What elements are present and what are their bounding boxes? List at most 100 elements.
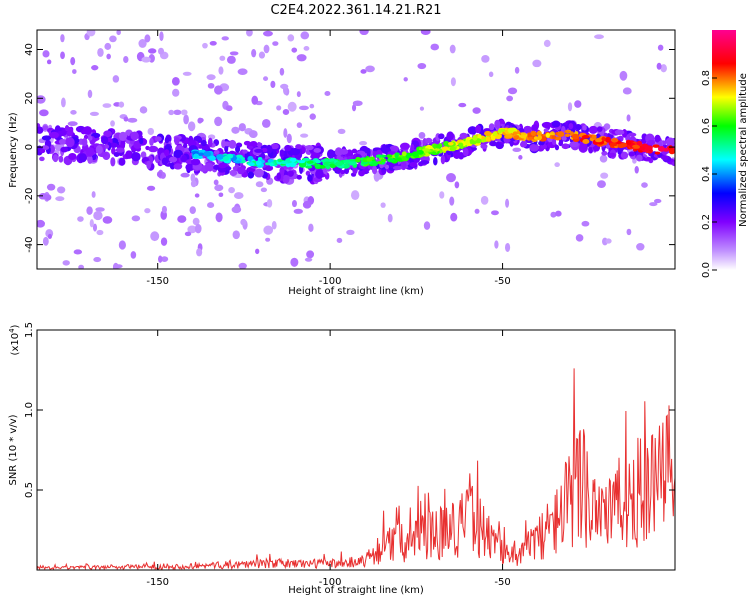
- spectrogram-speckle: [213, 179, 219, 186]
- spectrogram-core: [632, 144, 640, 149]
- spectrogram-speckle: [351, 104, 357, 112]
- spectrogram-core: [545, 132, 550, 138]
- spectrogram-core: [348, 161, 357, 166]
- spectrogram-speckle: [97, 48, 104, 57]
- spectrogram-cloud: [660, 154, 669, 161]
- spectrogram-cloud: [113, 151, 120, 157]
- spectrogram-cloud: [243, 140, 251, 146]
- spectrogram-speckle: [255, 248, 260, 255]
- spectrogram-y-tick-label: -40: [24, 236, 35, 252]
- spectrogram-speckle: [87, 89, 93, 99]
- spectrogram-cloud: [173, 163, 183, 170]
- spectrogram-speckle: [272, 41, 279, 46]
- spectrogram-speckle: [127, 117, 138, 123]
- spectrogram-speckle: [296, 54, 307, 62]
- spectrogram-speckle: [430, 43, 440, 51]
- spectrogram-cloud: [270, 143, 279, 150]
- spectrogram-speckle: [46, 59, 52, 65]
- spectrogram-speckle: [70, 57, 76, 66]
- spectrogram-x-tick-label: -50: [494, 276, 510, 287]
- spectrogram-speckle: [567, 102, 573, 112]
- spectrogram-cloud: [168, 156, 178, 163]
- spectrogram-cloud: [489, 141, 498, 147]
- spectrogram-cloud: [232, 166, 238, 171]
- spectrogram-speckle: [291, 199, 297, 208]
- spectrogram-cloud: [139, 137, 144, 145]
- spectrogram-speckle: [449, 196, 455, 206]
- spectrogram-core: [449, 146, 457, 152]
- spectrogram-speckle: [263, 30, 273, 37]
- spectrogram-cloud: [588, 125, 598, 134]
- spectrogram-speckle: [575, 234, 584, 242]
- spectrogram-speckle: [141, 56, 151, 63]
- spectrogram-cloud: [340, 170, 346, 175]
- spectrogram-speckle: [350, 190, 360, 201]
- spectrogram-cloud: [181, 154, 187, 163]
- spectrogram-speckle: [279, 67, 285, 76]
- spectrogram-core: [464, 139, 470, 145]
- spectrogram-speckle: [194, 223, 202, 234]
- spectrogram-speckle: [60, 34, 65, 43]
- spectrogram-speckle: [214, 184, 224, 192]
- spectrogram-speckle: [324, 91, 331, 97]
- colorbar-tick-label: 0.2: [701, 214, 712, 230]
- spectrogram-speckle: [550, 211, 557, 218]
- spectrogram-cloud: [419, 160, 430, 165]
- spectrogram-cloud: [39, 156, 45, 162]
- spectrogram-cloud: [523, 125, 532, 134]
- spectrogram-cloud: [279, 166, 285, 175]
- spectrogram-speckle: [146, 185, 156, 191]
- spectrogram-cloud: [459, 132, 468, 140]
- spectrogram-speckle: [474, 208, 480, 214]
- spectrogram-speckle: [346, 229, 355, 236]
- spectrogram-speckle: [172, 88, 180, 97]
- spectrogram-speckle: [581, 220, 590, 227]
- spectrogram-speckle: [139, 106, 148, 114]
- spectrogram-speckle: [304, 257, 313, 262]
- spectrogram-cloud: [56, 130, 67, 137]
- spectrogram-speckle: [161, 205, 167, 214]
- spectrogram-speckle: [481, 54, 490, 63]
- spectrogram-cloud: [103, 144, 110, 149]
- spectrogram-speckle: [291, 47, 298, 53]
- spectrogram-speckle: [218, 192, 224, 198]
- spectrogram-cloud: [235, 145, 241, 153]
- spectrogram-cloud: [173, 136, 180, 144]
- spectrogram-core: [484, 130, 492, 137]
- spectrogram-core: [605, 136, 612, 143]
- spectrogram-speckle: [91, 191, 96, 198]
- spectrogram-speckle: [296, 122, 303, 128]
- spectrogram-speckle: [47, 233, 52, 240]
- spectrogram-cloud: [608, 152, 616, 158]
- spectrogram-speckle: [454, 181, 460, 189]
- spectrogram-speckle: [173, 109, 182, 115]
- spectrogram-cloud: [224, 166, 232, 171]
- spectrogram-cloud: [389, 145, 399, 152]
- spectrogram-speckle: [225, 105, 233, 112]
- spectrogram-speckle: [118, 101, 125, 108]
- spectrogram-cloud: [381, 143, 387, 154]
- spectrogram-cloud: [352, 166, 358, 175]
- spectrogram-cloud: [164, 149, 170, 157]
- spectrogram-core: [644, 145, 652, 151]
- spectrogram-speckle: [214, 116, 223, 127]
- spectrogram-cloud: [290, 147, 301, 156]
- spectrogram-speckle: [37, 219, 45, 228]
- spectrogram-cloud: [81, 138, 88, 147]
- spectrogram-core: [216, 154, 224, 160]
- spectrogram-cloud: [131, 151, 141, 162]
- spectrogram-cloud: [149, 137, 154, 146]
- spectrogram-cloud: [392, 165, 403, 170]
- spectrogram-core: [303, 157, 311, 162]
- spectrogram-cloud: [295, 144, 302, 150]
- spectrogram-cloud: [95, 145, 103, 154]
- spectrogram-core: [557, 131, 565, 138]
- spectrogram-cloud: [110, 157, 116, 167]
- spectrogram-speckle: [336, 237, 343, 243]
- spectrogram-speckle: [387, 213, 393, 223]
- spectrogram-speckle: [57, 186, 66, 194]
- spectrogram-speckle: [232, 230, 240, 240]
- spectrogram-speckle: [182, 71, 192, 76]
- spectrogram-speckle: [238, 262, 247, 269]
- colorbar-tick-label: 0.6: [701, 118, 712, 134]
